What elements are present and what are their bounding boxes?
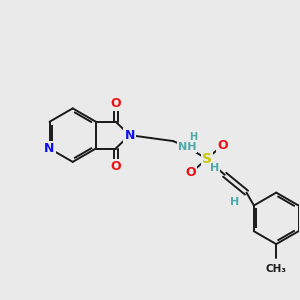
Text: H: H: [230, 196, 239, 206]
Text: O: O: [186, 166, 196, 179]
Text: H: H: [189, 132, 197, 142]
Text: S: S: [202, 152, 212, 166]
Text: CH₃: CH₃: [266, 264, 287, 274]
Text: H: H: [210, 163, 219, 173]
Text: NH: NH: [178, 142, 196, 152]
Text: O: O: [110, 160, 121, 173]
Text: O: O: [218, 139, 228, 152]
Text: N: N: [44, 142, 55, 155]
Text: O: O: [110, 98, 121, 110]
Text: N: N: [124, 129, 135, 142]
